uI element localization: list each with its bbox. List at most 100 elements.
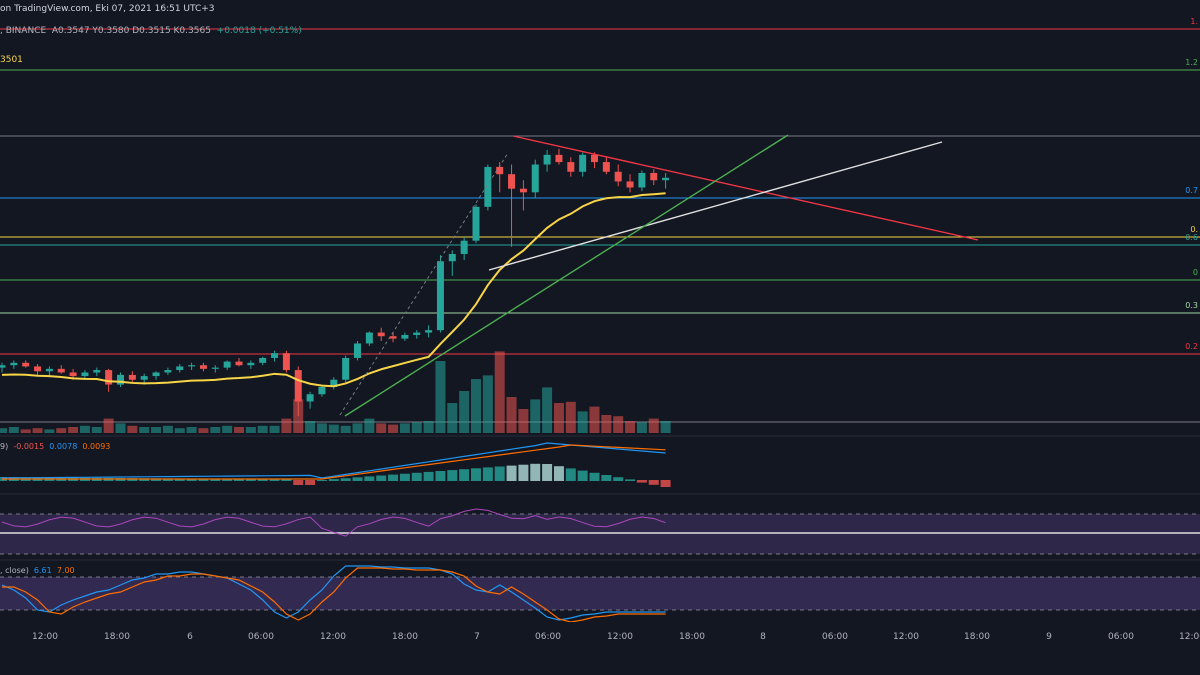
volume-bar bbox=[577, 411, 588, 433]
rsi-pane bbox=[0, 508, 1200, 555]
volume-bar bbox=[316, 423, 327, 433]
candle-body bbox=[401, 334, 409, 339]
candle-body bbox=[152, 372, 160, 377]
source-header: on TradingView.com, Eki 07, 2021 16:51 U… bbox=[0, 4, 215, 14]
volume-bar bbox=[245, 427, 256, 433]
candle-body bbox=[531, 164, 539, 193]
candle-body bbox=[425, 330, 433, 333]
ohlc-values: A0.3547 Y0.3580 D0.3515 K0.3565 bbox=[51, 26, 211, 36]
candle-body bbox=[306, 394, 314, 402]
time-tick: 18:00 bbox=[104, 632, 130, 642]
macd-hist bbox=[210, 478, 221, 481]
volume-bar bbox=[257, 425, 268, 433]
candle-body bbox=[69, 372, 77, 377]
macd-value: 0.0078 bbox=[49, 442, 78, 451]
volume-bar bbox=[115, 423, 126, 433]
stoch-k-value: 6.61 bbox=[33, 566, 52, 575]
macd-hist bbox=[305, 480, 316, 485]
time-tick: 9 bbox=[1046, 632, 1052, 642]
volume-bar bbox=[162, 425, 173, 433]
macd-hist bbox=[589, 472, 600, 481]
volume-bar bbox=[269, 425, 280, 433]
macd-hist bbox=[245, 479, 256, 481]
candle-body bbox=[282, 353, 290, 371]
macd-hist bbox=[222, 478, 233, 481]
candle-body bbox=[223, 361, 231, 368]
macd-hist bbox=[625, 479, 636, 481]
time-tick: 12:00 bbox=[32, 632, 58, 642]
volume-bar bbox=[589, 406, 600, 433]
stoch-d-line bbox=[2, 567, 666, 623]
candle-body bbox=[650, 172, 658, 181]
macd-line bbox=[1, 442, 666, 479]
candle-body bbox=[45, 368, 53, 372]
candle-body bbox=[448, 253, 456, 262]
time-axis[interactable]: 12:00 18:00 6 06:00 12:00 18:00 7 06:00 12:00 18:… bbox=[0, 622, 1200, 675]
candle-body bbox=[199, 365, 207, 369]
candle-body bbox=[543, 154, 551, 165]
macd-signal-value: 0.0093 bbox=[82, 442, 111, 451]
macd-hist bbox=[553, 466, 564, 481]
volume-bar bbox=[174, 428, 185, 433]
candle-body bbox=[579, 154, 587, 172]
candle-body bbox=[614, 171, 622, 182]
candle-body bbox=[117, 374, 124, 385]
dashed-measure-line bbox=[339, 152, 509, 416]
candle-body bbox=[105, 370, 113, 385]
volume-bar bbox=[411, 422, 422, 433]
volume-bar bbox=[471, 379, 481, 433]
macd-hist bbox=[411, 472, 422, 481]
macd-hist bbox=[281, 479, 292, 481]
candle-body bbox=[508, 174, 516, 189]
volume-bar bbox=[625, 421, 636, 433]
volume-bar bbox=[660, 421, 671, 433]
macd-hist bbox=[435, 471, 446, 481]
volume-bar bbox=[399, 423, 410, 433]
time-tick: 8 bbox=[760, 632, 766, 642]
moving-average-line bbox=[1, 192, 666, 388]
candlesticks bbox=[0, 148, 670, 416]
volume-bar bbox=[20, 429, 31, 433]
macd-hist bbox=[198, 478, 209, 481]
macd-hist bbox=[186, 478, 197, 481]
volume-bar bbox=[494, 351, 505, 433]
white-trendline bbox=[488, 141, 943, 271]
rsi-band bbox=[0, 514, 1200, 554]
macd-hist bbox=[601, 475, 612, 481]
fib-label: 0.2 bbox=[1185, 342, 1198, 351]
change-value: +0.0018 (+0.51%) bbox=[216, 26, 302, 36]
candle-body bbox=[555, 154, 563, 163]
macd-hist bbox=[447, 470, 458, 481]
volume-bar bbox=[648, 418, 659, 433]
fib-label: 0. bbox=[1190, 225, 1198, 234]
macd-hist bbox=[388, 474, 399, 481]
volume-bar bbox=[459, 391, 470, 433]
macd-hist bbox=[340, 478, 351, 481]
macd-hist bbox=[530, 463, 541, 481]
macd-hist bbox=[269, 479, 280, 481]
macd-hist bbox=[542, 464, 553, 481]
candle-body bbox=[330, 379, 338, 387]
fibonacci-levels bbox=[0, 28, 1200, 423]
candle-body bbox=[22, 362, 30, 367]
macd-signal-line bbox=[2, 444, 666, 480]
symbol-exchange: , BINANCE bbox=[0, 26, 47, 36]
volume-bar bbox=[198, 428, 209, 433]
macd-hist bbox=[151, 478, 162, 481]
macd-hist bbox=[174, 478, 185, 481]
candle-body bbox=[93, 370, 101, 373]
volume-bar bbox=[139, 427, 150, 433]
volume-bar bbox=[530, 399, 541, 433]
red-trendline bbox=[512, 135, 979, 241]
volume-bar bbox=[8, 427, 19, 433]
macd-hist bbox=[257, 479, 268, 481]
stoch-k-line bbox=[1, 565, 666, 621]
macd-hist bbox=[234, 479, 244, 481]
time-tick: 12:00 bbox=[320, 632, 346, 642]
stoch-legend: , close) 6.61 7.00 bbox=[0, 566, 75, 575]
volume-bar bbox=[636, 422, 647, 433]
candle-body bbox=[460, 240, 468, 254]
candle-body bbox=[472, 206, 480, 241]
candle-body bbox=[389, 336, 397, 339]
